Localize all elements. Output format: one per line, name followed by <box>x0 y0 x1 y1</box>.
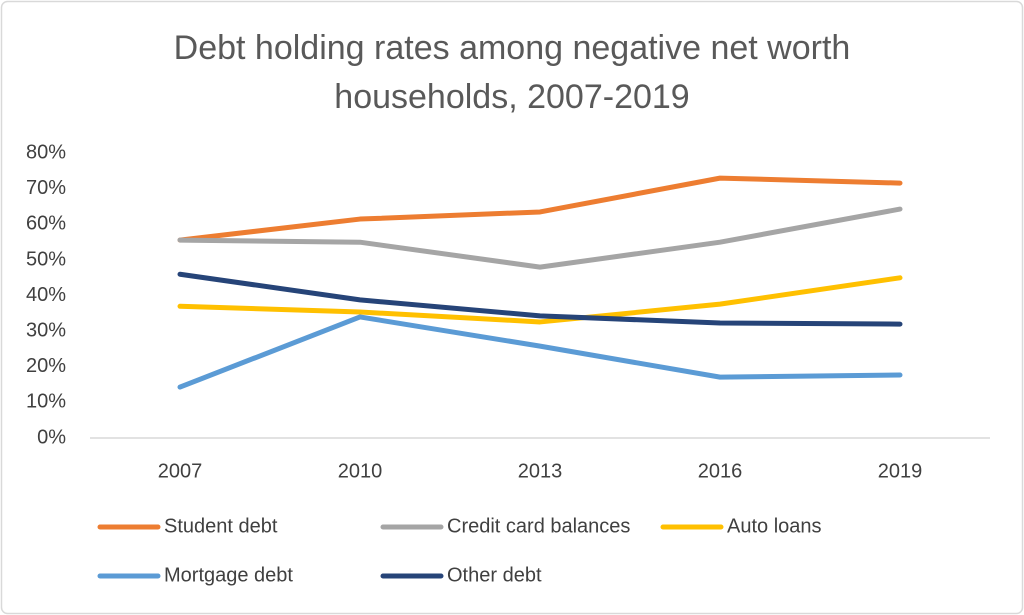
data-line <box>177 271 903 327</box>
y-tick-label: 80% <box>26 141 66 163</box>
data-line <box>177 175 903 243</box>
x-tick-label: 2013 <box>518 460 563 482</box>
x-tick-label: 2010 <box>338 460 383 482</box>
y-tick-label: 70% <box>26 177 66 199</box>
y-tick-label: 50% <box>26 248 66 270</box>
x-tick-label: 2019 <box>878 460 923 482</box>
x-tick-label: 2007 <box>158 460 203 482</box>
legend-label: Mortgage debt <box>164 564 293 586</box>
y-tick-label: 20% <box>26 355 66 377</box>
x-tick-label: 2016 <box>698 460 743 482</box>
chart-title: Debt holding rates among negative net wo… <box>173 29 851 116</box>
y-tick-label: 40% <box>26 284 66 306</box>
data-line <box>177 206 903 270</box>
data-line <box>177 314 903 390</box>
legend-label: Other debt <box>447 564 542 586</box>
y-tick-label: 10% <box>26 391 66 413</box>
legend-label: Credit card balances <box>447 515 630 537</box>
y-tick-label: 0% <box>37 426 66 448</box>
legend-label: Auto loans <box>727 515 822 537</box>
y-tick-label: 30% <box>26 319 66 341</box>
y-tick-label: 60% <box>26 213 66 235</box>
data-line <box>177 275 903 325</box>
legend-label: Student debt <box>164 515 278 537</box>
